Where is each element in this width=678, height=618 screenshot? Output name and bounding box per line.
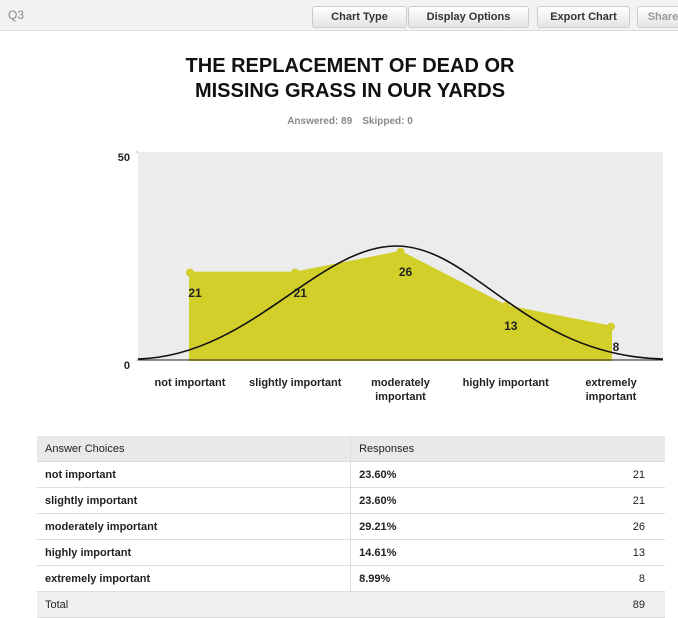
answer-choice: moderately important bbox=[37, 513, 351, 540]
total-label: Total bbox=[37, 591, 351, 618]
percent: 8.99% bbox=[350, 565, 568, 592]
table-row: not important 23.60% 21 bbox=[37, 461, 665, 488]
normal-curve bbox=[137, 245, 664, 360]
percent: 14.61% bbox=[350, 539, 568, 566]
answer-choice: not important bbox=[37, 461, 351, 488]
header-cell: Responses bbox=[350, 436, 665, 462]
count: 26 bbox=[567, 513, 665, 540]
count: 21 bbox=[567, 487, 665, 514]
chart-type-button[interactable]: Chart Type bbox=[312, 6, 407, 28]
header-cell: Answer Choices bbox=[37, 436, 351, 462]
table-row: extremely important 8.99% 8 bbox=[37, 565, 665, 592]
answered: Answered: 89 bbox=[287, 116, 353, 127]
data-label: 13 bbox=[504, 319, 518, 333]
export-chart-button[interactable]: Export Chart bbox=[537, 6, 630, 28]
point bbox=[396, 247, 405, 256]
percent: 29.21% bbox=[350, 513, 568, 540]
point bbox=[186, 268, 194, 277]
x-tick-label: not important bbox=[154, 377, 226, 389]
total-row: Total 89 bbox=[37, 591, 665, 618]
table-row: moderately important 29.21% 26 bbox=[37, 513, 665, 540]
x-tick-label: highly important bbox=[462, 377, 549, 389]
count: 8 bbox=[567, 565, 665, 592]
area bbox=[189, 250, 612, 361]
percent: 23.60% bbox=[350, 461, 568, 488]
point bbox=[291, 268, 300, 277]
point bbox=[607, 322, 615, 331]
question-label: Q3 bbox=[8, 8, 25, 22]
total-count: 89 bbox=[567, 591, 665, 618]
y-tick-label: 50 bbox=[118, 152, 130, 164]
table-row: highly important 14.61% 13 bbox=[37, 539, 665, 566]
table-header: Answer Choices Responses bbox=[37, 436, 665, 462]
table-row: slightly important 23.60% 21 bbox=[37, 487, 665, 514]
y-tick-label: 0 bbox=[124, 360, 130, 372]
share-button[interactable]: Share bbox=[637, 6, 678, 28]
toolbar: Q3 Chart Type Display Options Export Cha… bbox=[0, 0, 678, 31]
data-label: 8 bbox=[613, 340, 620, 354]
data-label: 21 bbox=[188, 286, 202, 300]
answer-choice: extremely important bbox=[37, 565, 351, 592]
data-label: 26 bbox=[399, 265, 413, 279]
subtitle: Answered: 89 Skipped: 0 bbox=[150, 116, 550, 127]
skipped: Skipped: 0 bbox=[362, 116, 413, 127]
answer-choice: slightly important bbox=[37, 487, 351, 514]
x-tick-label: moderately important bbox=[371, 377, 430, 403]
display-options-button[interactable]: Display Options bbox=[408, 6, 529, 28]
x-tick-label: extremely important bbox=[585, 377, 637, 403]
chart-title: THE REPLACEMENT OF DEAD OR MISSING GRASS… bbox=[185, 55, 515, 102]
count: 13 bbox=[567, 539, 665, 566]
count: 21 bbox=[567, 461, 665, 488]
response-table: Answer Choices Responses not important 23.… bbox=[37, 436, 665, 618]
x-tick-label: slightly important bbox=[249, 377, 342, 389]
answer-choice: highly important bbox=[37, 539, 351, 566]
percent: 23.60% bbox=[350, 487, 568, 514]
total-spacer bbox=[350, 591, 568, 618]
point bbox=[501, 301, 510, 310]
